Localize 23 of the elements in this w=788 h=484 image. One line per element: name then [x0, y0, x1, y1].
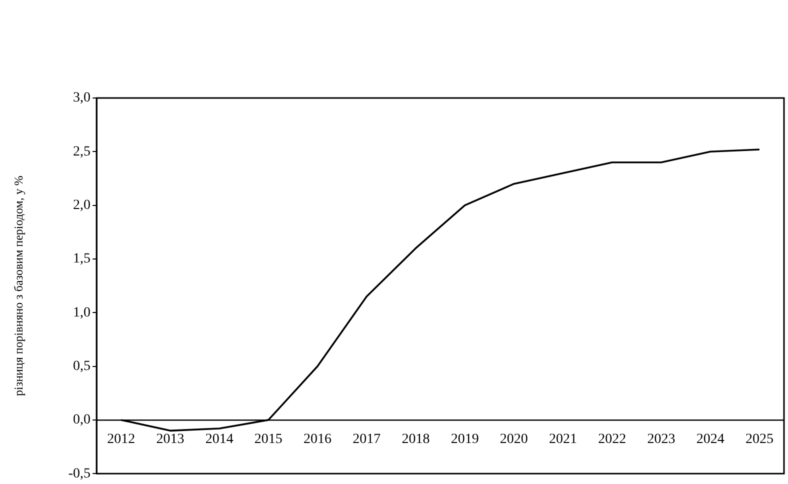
x-tick-label: 2018	[402, 432, 430, 448]
x-tick-label: 2017	[352, 432, 381, 448]
x-tick-label: 2012	[107, 432, 136, 448]
y-tick-label: 1,0	[73, 305, 91, 320]
x-tick-label: 2020	[500, 432, 528, 448]
y-tick-label: 0,0	[73, 412, 91, 428]
x-tick-label: 2016	[304, 432, 332, 448]
y-tick-label: 2,5	[73, 144, 91, 160]
x-tick-label: 2021	[549, 432, 578, 448]
y-axis-title: різниця порівняно з базовим періодом, у %	[11, 176, 26, 396]
y-tick-label: 1,5	[73, 252, 91, 267]
x-tick-label: 2022	[598, 432, 626, 448]
x-tick-label: 2014	[205, 432, 234, 448]
y-tick-label: 2,0	[73, 198, 91, 213]
y-tick-label: -0,5	[68, 466, 91, 482]
x-tick-label: 2023	[647, 432, 676, 448]
x-tick-label: 2025	[745, 432, 774, 448]
x-tick-label: 2024	[696, 432, 724, 448]
x-tick-label: 2015	[254, 432, 282, 448]
x-tick-label: 2019	[450, 432, 479, 448]
y-tick-label: 3,0	[73, 90, 91, 106]
y-tick-label: 0,5	[73, 358, 91, 374]
x-tick-label: 2013	[156, 432, 184, 448]
